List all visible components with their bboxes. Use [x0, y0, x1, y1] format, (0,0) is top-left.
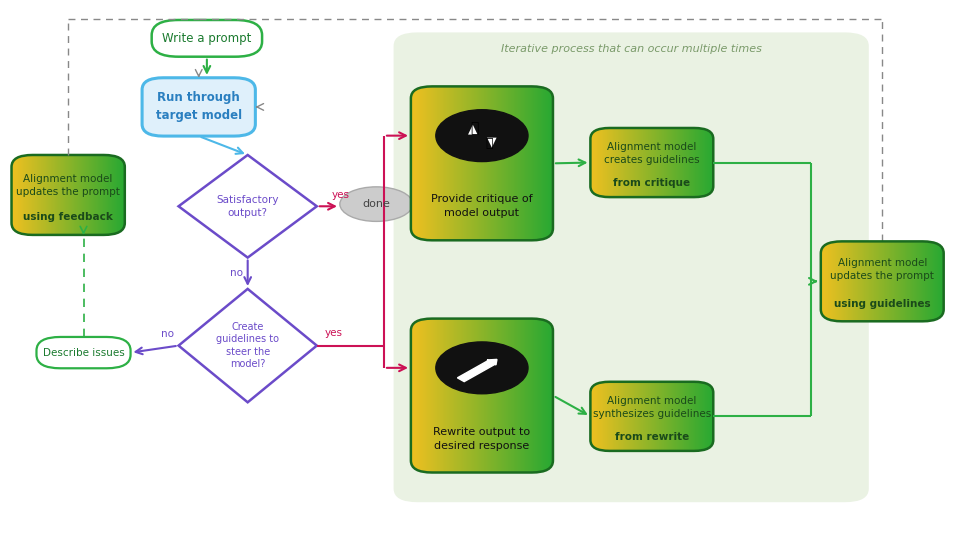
Polygon shape — [179, 155, 317, 258]
FancyBboxPatch shape — [142, 78, 255, 136]
Text: from rewrite: from rewrite — [614, 432, 689, 442]
Text: Rewrite output to
desired response: Rewrite output to desired response — [433, 427, 531, 451]
Ellipse shape — [340, 187, 413, 221]
FancyBboxPatch shape — [152, 20, 262, 57]
Text: Write a prompt: Write a prompt — [162, 32, 252, 45]
Text: from critique: from critique — [613, 178, 690, 188]
Text: Create
guidelines to
steer the
model?: Create guidelines to steer the model? — [216, 322, 279, 369]
Text: 👍: 👍 — [470, 121, 478, 135]
Text: Satisfactory
output?: Satisfactory output? — [216, 195, 279, 218]
Text: Alignment model
updates the prompt: Alignment model updates the prompt — [830, 258, 934, 281]
Text: using guidelines: using guidelines — [834, 299, 930, 309]
Text: Alignment model
updates the prompt: Alignment model updates the prompt — [16, 173, 120, 197]
Text: using feedback: using feedback — [23, 212, 113, 222]
FancyArrow shape — [457, 360, 497, 382]
Circle shape — [436, 342, 528, 394]
Text: Iterative process that can occur multiple times: Iterative process that can occur multipl… — [501, 44, 762, 53]
Text: yes: yes — [331, 190, 349, 200]
Text: 👎: 👎 — [486, 137, 493, 150]
Text: Provide critique of
model output: Provide critique of model output — [431, 194, 533, 219]
Text: Alignment model
synthesizes guidelines: Alignment model synthesizes guidelines — [592, 396, 711, 419]
Text: no: no — [229, 268, 243, 279]
Polygon shape — [179, 289, 317, 402]
Text: ▲: ▲ — [468, 123, 477, 136]
Text: done: done — [362, 199, 391, 209]
FancyBboxPatch shape — [36, 337, 131, 368]
FancyBboxPatch shape — [394, 32, 869, 502]
Circle shape — [436, 110, 528, 161]
Text: ▼: ▼ — [487, 136, 496, 148]
Text: Alignment model
creates guidelines: Alignment model creates guidelines — [604, 142, 700, 165]
Text: yes: yes — [324, 327, 343, 338]
Text: Describe issues: Describe issues — [42, 348, 125, 357]
Text: no: no — [160, 329, 174, 339]
Text: Run through
target model: Run through target model — [156, 91, 242, 123]
